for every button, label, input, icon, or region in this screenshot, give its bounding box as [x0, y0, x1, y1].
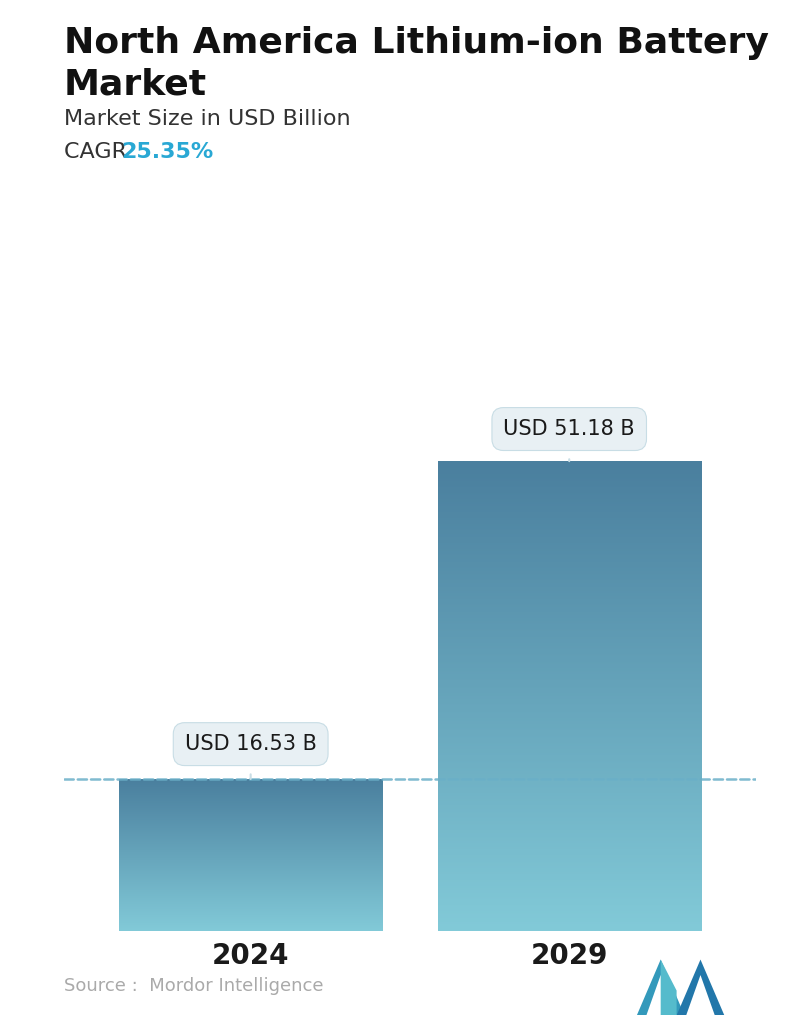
Polygon shape [677, 960, 724, 1015]
Text: CAGR: CAGR [64, 142, 134, 161]
Polygon shape [646, 975, 675, 1015]
Polygon shape [686, 975, 715, 1015]
Text: Market Size in USD Billion: Market Size in USD Billion [64, 109, 350, 128]
Text: USD 51.18 B: USD 51.18 B [503, 419, 635, 461]
Text: 25.35%: 25.35% [121, 142, 213, 161]
Text: Source :  Mordor Intelligence: Source : Mordor Intelligence [64, 977, 323, 995]
Text: North America Lithium-ion Battery: North America Lithium-ion Battery [64, 26, 769, 60]
Text: USD 16.53 B: USD 16.53 B [185, 734, 317, 779]
Text: Market: Market [64, 67, 207, 101]
Polygon shape [661, 960, 677, 1015]
Polygon shape [637, 960, 685, 1015]
